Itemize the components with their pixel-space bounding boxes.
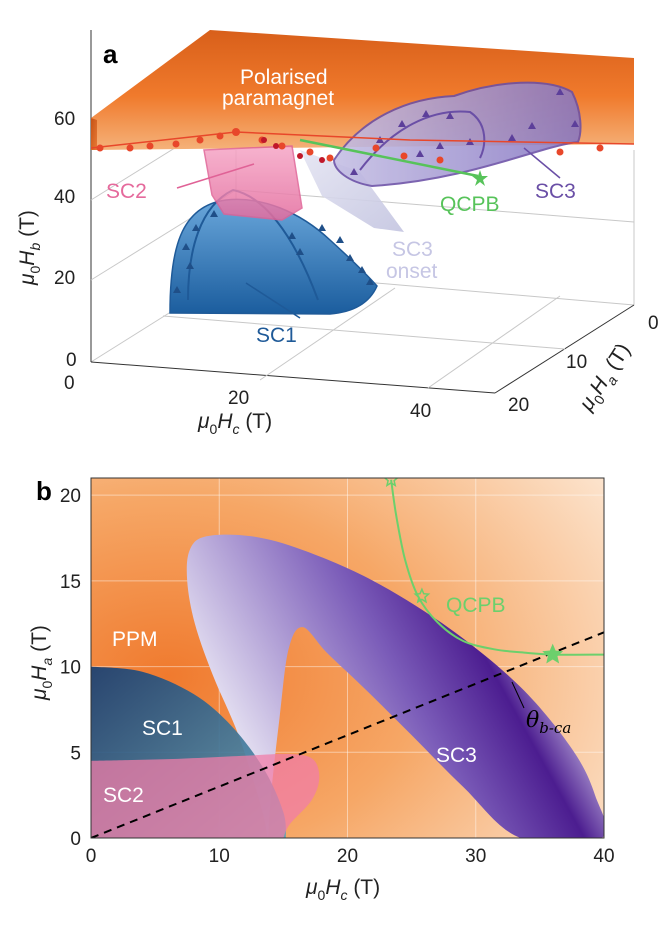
sc1-dome: SC1 [169, 188, 378, 347]
sc2-pointer [176, 163, 255, 189]
sc1-markers [173, 210, 374, 293]
ppm-label-2: paramagnet [222, 87, 334, 110]
sc2-surface [203, 145, 303, 221]
qcpb-label-b: QCPB [446, 594, 506, 617]
panel-b-xlabel: μ0Hc (T) [305, 876, 380, 903]
qcpb-label-a: QCPB [440, 193, 500, 216]
sc3-markers [350, 88, 579, 175]
x-tick-0: 0 [64, 373, 75, 394]
sc1-pointer [245, 282, 301, 319]
y-tick-label: 5 [70, 743, 81, 764]
z-tick-60: 60 [54, 109, 75, 130]
sc3-pointer [523, 147, 561, 179]
x-tick-label: 40 [593, 846, 614, 867]
qcpb-star-filled [542, 643, 564, 664]
theta-label: θb-ca [526, 708, 571, 737]
x-tick-40: 40 [410, 401, 431, 422]
panel-b-frame [90, 477, 605, 839]
sc3-label-a: SC3 [535, 180, 576, 203]
ppm-label-1: Polarised [240, 66, 328, 89]
ppm-boundary-a [90, 128, 635, 164]
sc1-label-b: SC1 [142, 717, 183, 740]
y-tick-label: 10 [60, 658, 81, 679]
sc1-label-a: SC1 [256, 324, 297, 347]
panel-a-zlabel: μ0Hb (T) [16, 210, 43, 286]
y-tick-0: 0 [648, 313, 659, 334]
sc2-region-b [91, 753, 320, 838]
sc1-surface [169, 198, 378, 315]
panel-a: a Polarised paramagnet [16, 30, 659, 437]
z-tick-0: 0 [66, 350, 77, 371]
y-tick-20: 20 [508, 395, 529, 416]
qcpb-star-a [472, 170, 488, 186]
panel-b-label: b [36, 476, 52, 506]
ppm-left-face [91, 118, 97, 150]
qcpb-a: QCPB [299, 138, 500, 216]
x-tick-label: 30 [465, 846, 486, 867]
qcpb-star-open [383, 478, 399, 487]
sc2-label-a: SC2 [106, 180, 147, 203]
sc2-label-b: SC2 [103, 784, 144, 807]
panel-a-xlabel: μ0Hc (T) [197, 410, 272, 437]
panel-a-x-ticks: 0 20 40 [64, 373, 431, 422]
sc3-region-b [186, 534, 604, 838]
x-tick-label: 0 [86, 846, 97, 867]
x-tick-20: 20 [228, 388, 249, 409]
y-tick-label: 15 [60, 572, 81, 593]
sc3-label-b: SC3 [436, 744, 477, 767]
qcpb-star-open [413, 587, 431, 604]
panel-b-ylabel: μ0Ha (T) [28, 625, 55, 701]
qcpb-line-b [390, 479, 604, 656]
ppm-dark-markers [261, 137, 325, 163]
ppm-label-b: PPM [112, 628, 158, 651]
panel-b: b 0 10 20 30 40 0 5 10 15 20 PPM SC1 SC2 SC3 QCPB… [28, 476, 615, 903]
y-tick-label: 0 [70, 829, 81, 850]
panel-b-plot-area [91, 478, 604, 838]
panel-b-ticks: 0 10 20 30 40 0 5 10 15 20 [60, 486, 615, 867]
theta-pointer [511, 681, 525, 709]
x-tick-label: 20 [337, 846, 358, 867]
sc3-onset-label-2: onset [386, 260, 438, 283]
ppm-boundary-markers [96, 128, 604, 164]
z-tick-20: 20 [54, 268, 75, 289]
sc3-onset-surface [300, 150, 404, 232]
x-tick-label: 10 [209, 846, 230, 867]
z-tick-40: 40 [54, 187, 75, 208]
sc3-onset-region: SC3 onset [300, 150, 438, 283]
sc2-region-a: SC2 [106, 145, 303, 221]
qcpb-markers-b [383, 478, 564, 664]
sc3-onset-label-1: SC3 [392, 238, 433, 261]
panel-a-label: a [103, 39, 118, 69]
y-tick-10: 10 [566, 352, 587, 373]
panel-a-y-ticks: 0 10 20 [508, 313, 659, 416]
y-tick-label: 20 [60, 486, 81, 507]
panel-a-z-ticks: 60 40 20 0 [54, 109, 77, 371]
